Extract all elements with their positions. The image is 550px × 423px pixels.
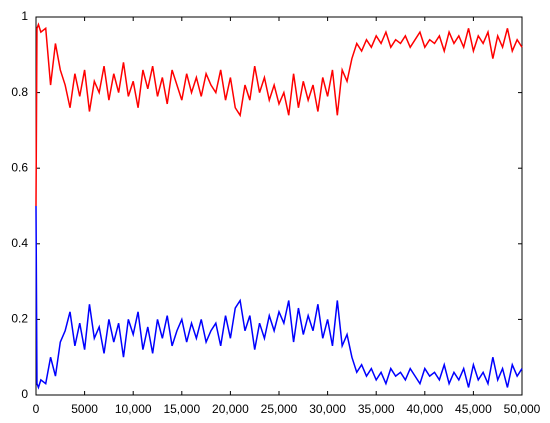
x-tick-label: 10,000	[115, 402, 152, 416]
plot-frame	[35, 16, 523, 396]
x-tick-label: 25,000	[261, 402, 298, 416]
x-tick-label: 50,000	[504, 402, 541, 416]
x-tick-label: 30,000	[309, 402, 346, 416]
x-tick-label: 15,000	[163, 402, 200, 416]
x-tick-label: 35,000	[358, 402, 395, 416]
y-tick-label: 0.8	[11, 85, 28, 99]
series-line	[35, 22, 523, 207]
x-tick-label: 45,000	[455, 402, 492, 416]
y-tick-label: 0.6	[11, 160, 28, 174]
y-tick-label: 0.4	[11, 236, 28, 250]
x-tick-label: 0	[33, 402, 40, 416]
x-tick-label: 20,000	[212, 402, 249, 416]
x-tick-label: 40,000	[406, 402, 443, 416]
y-tick-label: 1	[21, 9, 28, 23]
y-tick-label: 0	[21, 387, 28, 401]
x-tick-label: 5000	[71, 402, 98, 416]
series-line	[35, 205, 523, 390]
y-tick-label: 0.2	[11, 312, 28, 326]
